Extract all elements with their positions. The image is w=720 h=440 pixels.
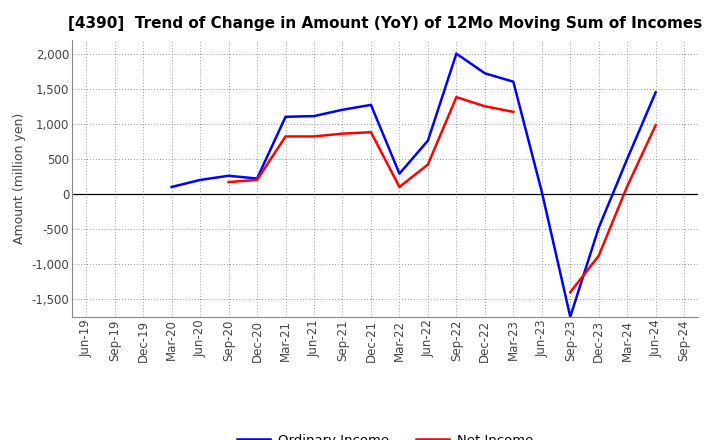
Ordinary Income — [423, 138, 432, 143]
Net Income — [423, 162, 432, 167]
Net Income — [310, 134, 318, 139]
Net Income — [509, 109, 518, 114]
Ordinary Income — [196, 177, 204, 183]
Ordinary Income — [652, 90, 660, 95]
Ordinary Income — [395, 171, 404, 176]
Ordinary Income — [282, 114, 290, 119]
Ordinary Income — [623, 156, 631, 161]
Net Income — [395, 184, 404, 190]
Net Income — [452, 95, 461, 100]
Ordinary Income — [338, 107, 347, 112]
Ordinary Income — [167, 184, 176, 190]
Ordinary Income — [537, 189, 546, 194]
Ordinary Income — [452, 51, 461, 56]
Net Income — [480, 104, 489, 109]
Ordinary Income — [310, 114, 318, 119]
Net Income — [225, 180, 233, 185]
Ordinary Income — [225, 173, 233, 178]
Ordinary Income — [595, 225, 603, 230]
Net Income — [282, 134, 290, 139]
Title: [4390]  Trend of Change in Amount (YoY) of 12Mo Moving Sum of Incomes: [4390] Trend of Change in Amount (YoY) o… — [68, 16, 702, 32]
Legend: Ordinary Income, Net Income: Ordinary Income, Net Income — [232, 429, 539, 440]
Line: Ordinary Income: Ordinary Income — [171, 54, 656, 317]
Ordinary Income — [480, 71, 489, 76]
Line: Net Income: Net Income — [229, 97, 513, 187]
Ordinary Income — [509, 79, 518, 84]
Ordinary Income — [253, 176, 261, 181]
Net Income — [366, 130, 375, 135]
Ordinary Income — [366, 102, 375, 107]
Ordinary Income — [566, 314, 575, 319]
Net Income — [338, 131, 347, 136]
Net Income — [253, 177, 261, 183]
Y-axis label: Amount (million yen): Amount (million yen) — [13, 113, 26, 244]
